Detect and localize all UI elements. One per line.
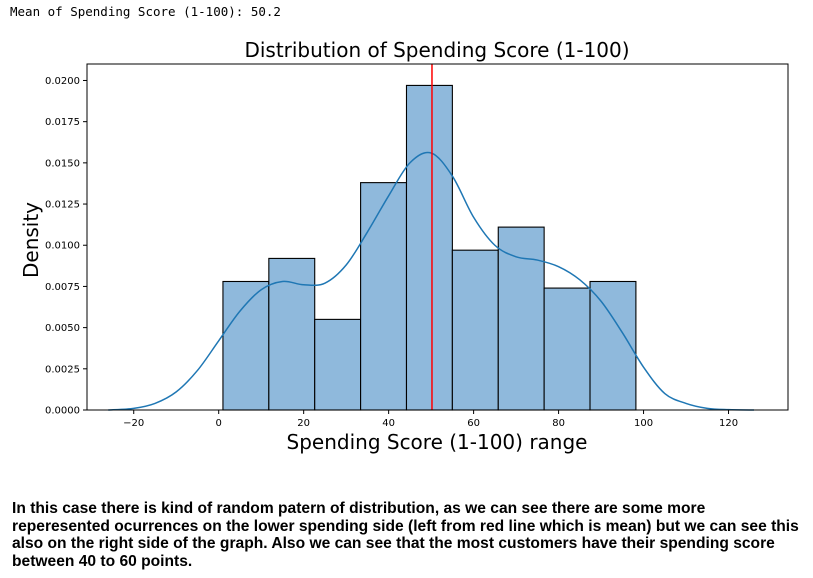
y-tick-label: 0.0025 (45, 364, 80, 375)
mean-output-line: Mean of Spending Score (1-100): 50.2 (10, 4, 281, 19)
histogram-bar (451, 249, 499, 411)
x-tick-label: 40 (382, 418, 395, 429)
y-tick-label: 0.0100 (45, 241, 80, 252)
plot-frame (86, 63, 789, 411)
x-tick-label: 100 (634, 418, 653, 429)
y-tick-label: 0.0125 (45, 200, 80, 211)
x-tick-label: 0 (216, 418, 222, 429)
histogram-bars (222, 84, 637, 411)
histogram-bar (543, 287, 591, 411)
y-tick-label: 0.0050 (45, 323, 80, 334)
y-tick-label: 0.0075 (45, 282, 80, 293)
x-tick-label: 120 (719, 418, 738, 429)
y-axis-ticks: 0.0000 0.0025 0.0050 0.0075 0.0100 0.0125 0.01… (45, 76, 87, 417)
histogram-bar (589, 280, 637, 411)
histogram-bar (268, 257, 316, 411)
y-tick-label: 0.0175 (45, 117, 80, 128)
kde-curve-group (108, 151, 755, 411)
y-tick-label: 0.0000 (45, 406, 80, 417)
y-tick-label: 0.0200 (45, 76, 80, 87)
analysis-note: In this case there is kind of random pat… (12, 500, 799, 570)
y-tick-label: 0.0150 (45, 158, 80, 169)
y-axis-label: Density (19, 202, 43, 278)
spending-score-histogram: Distribution of Spending Score (1-100) D… (19, 38, 789, 454)
histogram-bar (314, 318, 362, 411)
x-axis-label: Spending Score (1-100) range (287, 430, 588, 454)
x-tick-label: 20 (297, 418, 310, 429)
chart-title: Distribution of Spending Score (1-100) (244, 38, 629, 62)
histogram-bar (222, 280, 270, 411)
x-axis-ticks: −20 0 20 40 60 80 100 120 (123, 410, 738, 429)
x-tick-label: 80 (552, 418, 565, 429)
histogram-bar (497, 226, 545, 411)
x-tick-label: −20 (123, 418, 144, 429)
kde-curve (108, 151, 755, 411)
histogram-bar (360, 182, 408, 411)
plot-border (86, 63, 789, 411)
x-tick-label: 60 (467, 418, 480, 429)
histogram-bar (405, 84, 453, 411)
